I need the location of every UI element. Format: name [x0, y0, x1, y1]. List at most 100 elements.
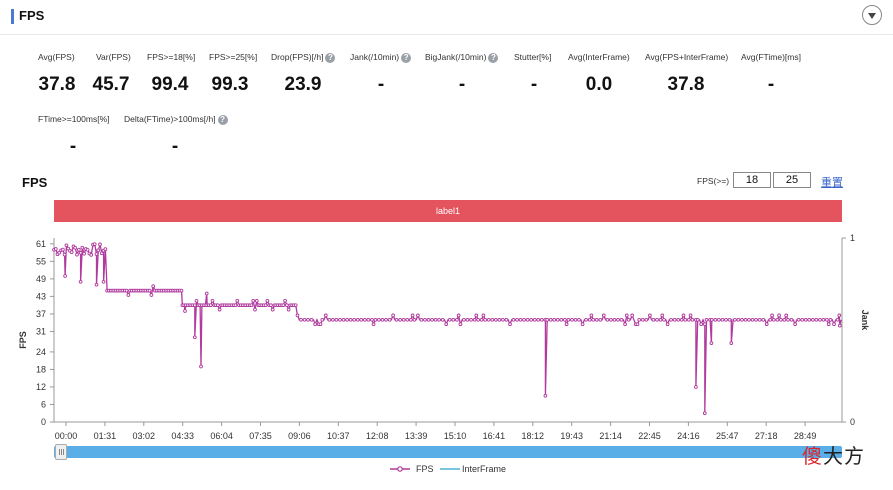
fps-data-point [658, 317, 663, 322]
fps-data-point [733, 317, 737, 322]
fps-data-point [681, 313, 686, 318]
y-tick-label: 61 [36, 239, 46, 249]
metric-value: 37.8 [667, 74, 705, 95]
fps-data-point [709, 317, 714, 322]
fps-data-point [490, 317, 495, 322]
fps-data-point [729, 341, 734, 345]
help-icon[interactable]: ? [488, 52, 499, 63]
fps-data-point [709, 341, 714, 345]
fps-data-point [370, 317, 374, 322]
fps-data-point [770, 313, 774, 318]
fps-data-point [371, 322, 376, 327]
fps-data-point [78, 279, 83, 284]
fps-data-point [270, 307, 275, 312]
fps-data-point [78, 250, 83, 255]
fps-data-point [566, 317, 571, 322]
fps-data-point [580, 322, 585, 327]
watermark: 傻大方 [802, 440, 865, 469]
x-tick-label: 00:00 [55, 431, 78, 441]
fps-data-point [455, 317, 459, 322]
metric-label: Avg(FPS+InterFrame) [645, 52, 728, 62]
fps-data-point [384, 317, 388, 322]
fps-data-point [807, 317, 812, 322]
fps-data-point [702, 411, 707, 416]
fps-data-point [210, 298, 215, 303]
fps-data-point [635, 322, 640, 327]
fps-data-point [764, 322, 769, 327]
fps-data-point [76, 247, 81, 252]
metric-label: Avg(FTime)[ms] [741, 52, 801, 62]
fps-data-point [73, 245, 78, 250]
fps-threshold-high-input[interactable] [773, 172, 811, 188]
fps-data-point [786, 317, 790, 322]
fps-data-point [775, 317, 780, 322]
fps-data-point [616, 317, 620, 322]
label-band[interactable]: label1 [54, 200, 842, 222]
fps-data-point [299, 317, 303, 322]
fps-data-point [559, 317, 564, 322]
x-tick-label: 25:47 [716, 431, 739, 441]
metric-label-text: Avg(FPS) [38, 52, 75, 62]
metric-label-text: FTime>=100ms[%] [38, 114, 110, 124]
metric-label-text: Delta(FTime)>100ms[/h] [124, 114, 216, 124]
fps-data-point [828, 317, 833, 322]
fps-data-point [577, 317, 581, 322]
time-range-scrollbar[interactable] [54, 446, 842, 458]
legend-item-interframe[interactable]: InterFrame [440, 464, 506, 474]
fps-data-point [793, 322, 797, 327]
page-title: FPS [19, 8, 45, 23]
y-tick-label: 0 [41, 417, 46, 427]
metric-label-text: Drop(FPS)[/h] [271, 52, 324, 62]
fps-data-point [518, 317, 523, 322]
help-icon[interactable]: ? [401, 52, 412, 63]
fps-data-point [777, 313, 781, 318]
fps-data-point [493, 317, 498, 322]
fps-data-point [377, 317, 381, 322]
metric-label: Drop(FPS)[/h]? [271, 52, 336, 63]
scrollbar-handle[interactable] [55, 444, 67, 460]
fps-data-point [810, 317, 815, 322]
metric-label: FTime>=100ms[%] [38, 114, 110, 124]
help-icon[interactable]: ? [217, 114, 228, 125]
fps-data-point [508, 322, 512, 327]
fps-data-point [483, 317, 488, 322]
fps-data-point [430, 317, 434, 322]
metric-label-text: Avg(FPS+InterFrame) [645, 52, 729, 62]
fps-data-point [352, 317, 356, 322]
fps-data-point [199, 364, 203, 369]
collapse-button[interactable] [862, 5, 882, 25]
fps-data-point [740, 317, 744, 322]
fps-data-point [208, 303, 213, 308]
x-tick-label: 22:45 [638, 431, 661, 441]
fps-data-point [545, 317, 550, 322]
legend-item-fps[interactable]: FPS [390, 464, 434, 474]
metric-value: - [377, 74, 385, 95]
fps-data-point [821, 317, 826, 322]
fps-data-point [743, 317, 748, 322]
metric-label-text: Avg(InterFrame) [568, 52, 630, 62]
fps-data-point [683, 317, 688, 322]
fps-data-point [826, 322, 831, 327]
fps-data-point [573, 317, 578, 322]
fps-data-point [754, 317, 758, 322]
metric-label-text: Var(FPS) [96, 52, 131, 62]
reset-link[interactable]: 重置 [821, 177, 843, 189]
fps-data-point [251, 298, 256, 303]
metric-label: Var(FPS) [96, 52, 131, 62]
x-tick-label: 15:10 [444, 431, 467, 441]
fps-data-point [391, 313, 395, 318]
fps-data-point [295, 313, 300, 318]
fps-data-point [771, 317, 776, 322]
fps-legend-icon [390, 466, 410, 472]
fps-data-point [525, 317, 530, 322]
fps-data-point [511, 317, 516, 322]
metric-label: Avg(FPS) [38, 52, 75, 62]
x-tick-label: 03:02 [133, 431, 156, 441]
help-icon[interactable]: ? [325, 52, 336, 63]
fps-data-point [724, 317, 728, 322]
fps-data-point [504, 317, 509, 322]
fps-data-point [345, 317, 349, 322]
fps-data-point [99, 251, 104, 256]
fps-threshold-low-input[interactable] [733, 172, 771, 188]
fps-data-point [269, 303, 273, 308]
